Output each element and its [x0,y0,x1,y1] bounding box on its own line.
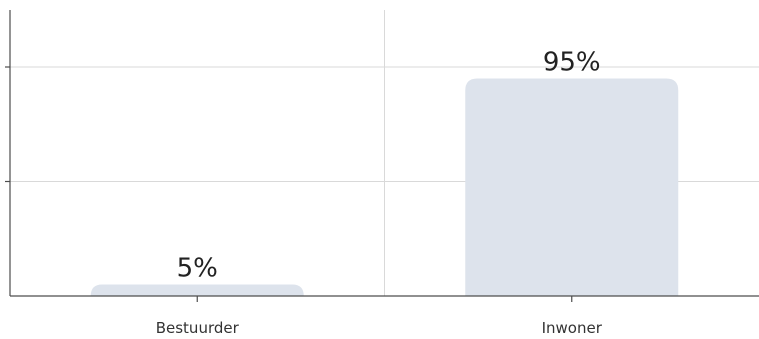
data-label-inwoner: 95% [543,47,601,77]
bars [90,78,679,296]
x-tick-label-bestuurder: Bestuurder [156,319,240,337]
data-label-bestuurder: 5% [177,254,218,284]
axes [5,10,759,302]
bar-bestuurder [90,284,304,296]
bar-inwoner [465,78,679,296]
x-tick-label-inwoner: Inwoner [542,319,603,337]
labels: 5% Bestuurder 95% Inwoner [156,47,603,337]
